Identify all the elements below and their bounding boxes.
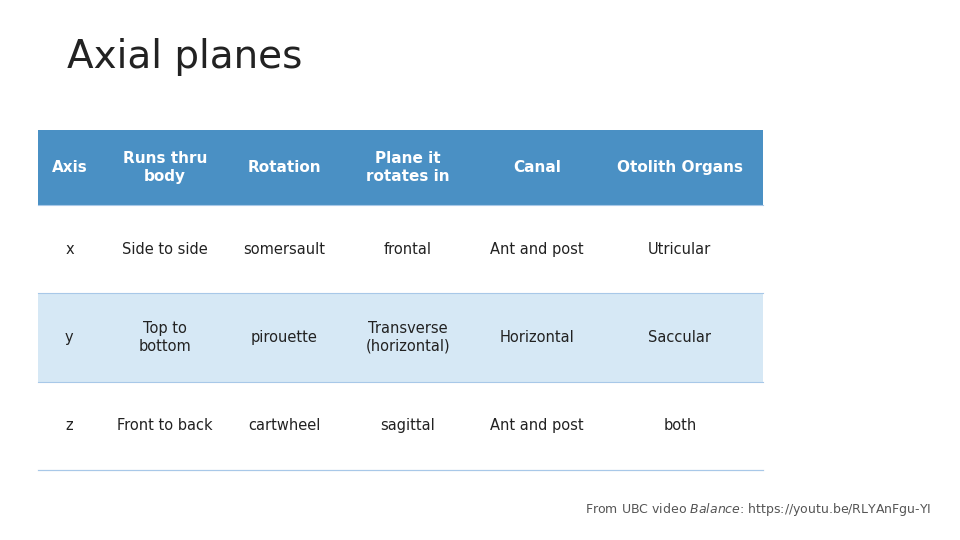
Text: sagittal: sagittal (380, 418, 435, 433)
Text: Transverse
(horizontal): Transverse (horizontal) (366, 321, 450, 354)
Text: Ant and post: Ant and post (490, 418, 584, 433)
Bar (339, 130, 477, 205)
Bar (596, 205, 763, 293)
Text: both: both (663, 418, 696, 433)
Bar (477, 130, 596, 205)
Bar (101, 205, 229, 293)
Bar (101, 130, 229, 205)
Bar (229, 382, 339, 470)
Text: Ant and post: Ant and post (490, 242, 584, 257)
Bar (596, 293, 763, 382)
Bar (38, 293, 101, 382)
Bar (38, 130, 101, 205)
Bar (596, 130, 763, 205)
Bar (339, 382, 477, 470)
Text: somersault: somersault (243, 242, 325, 257)
Text: pirouette: pirouette (251, 330, 318, 345)
Text: From UBC video $\it{Balance}$: https://youtu.be/RLYAnFgu-YI: From UBC video $\it{Balance}$: https://y… (585, 502, 931, 518)
Bar (477, 382, 596, 470)
Text: Plane it
rotates in: Plane it rotates in (366, 151, 450, 184)
Text: Side to side: Side to side (122, 242, 207, 257)
Bar (339, 205, 477, 293)
Text: Rotation: Rotation (247, 160, 321, 175)
Bar (101, 382, 229, 470)
Text: Axial planes: Axial planes (67, 38, 302, 76)
Bar (101, 293, 229, 382)
Text: z: z (65, 418, 73, 433)
Text: y: y (65, 330, 74, 345)
Text: Axis: Axis (52, 160, 87, 175)
Bar (477, 205, 596, 293)
Text: Otolith Organs: Otolith Organs (616, 160, 743, 175)
Text: cartwheel: cartwheel (248, 418, 321, 433)
Bar (229, 293, 339, 382)
Text: Horizontal: Horizontal (499, 330, 574, 345)
Text: Canal: Canal (513, 160, 561, 175)
Bar (38, 205, 101, 293)
Bar (229, 205, 339, 293)
Bar (229, 130, 339, 205)
Text: Front to back: Front to back (117, 418, 212, 433)
Text: frontal: frontal (384, 242, 432, 257)
Bar (339, 293, 477, 382)
Text: Top to
bottom: Top to bottom (138, 321, 191, 354)
Bar (38, 382, 101, 470)
Text: Utricular: Utricular (648, 242, 711, 257)
Text: x: x (65, 242, 74, 257)
Bar (596, 382, 763, 470)
Text: Saccular: Saccular (648, 330, 711, 345)
Text: Runs thru
body: Runs thru body (123, 151, 207, 184)
Bar (477, 293, 596, 382)
